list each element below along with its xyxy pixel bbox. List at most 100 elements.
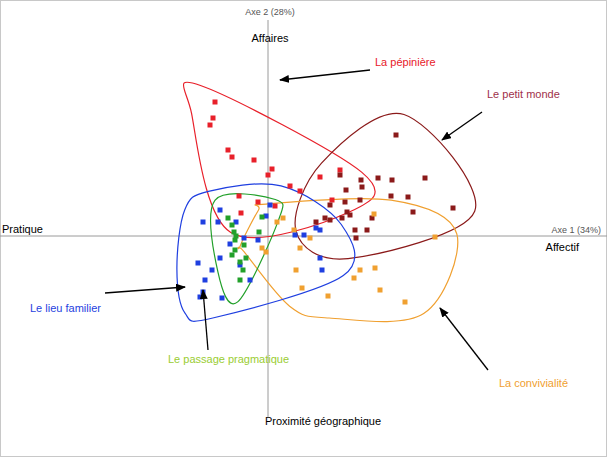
point	[390, 178, 395, 183]
point	[354, 236, 359, 241]
point	[318, 256, 323, 261]
point	[394, 133, 399, 138]
plot-frame	[1, 1, 607, 457]
pole-label: Proximité géographique	[265, 415, 381, 427]
point	[218, 208, 223, 213]
point	[230, 155, 235, 160]
point	[218, 256, 223, 261]
point	[211, 116, 216, 121]
point	[451, 206, 456, 211]
pole-label: Pratique	[2, 223, 43, 235]
point	[208, 123, 213, 128]
point	[242, 236, 247, 241]
label-arrow	[442, 112, 482, 140]
cluster-envelope	[183, 82, 375, 237]
point	[226, 148, 231, 153]
series-points	[208, 100, 343, 216]
point	[318, 175, 323, 180]
point	[300, 286, 305, 291]
point	[238, 278, 243, 283]
cluster-label: La pépinière	[375, 56, 436, 68]
pole-label: Affaires	[251, 32, 289, 44]
point	[230, 253, 235, 258]
pole-label: Affectif	[546, 241, 580, 253]
point	[372, 212, 377, 217]
point	[220, 296, 225, 301]
cluster-label: La convivialité	[499, 377, 568, 389]
series-points	[314, 133, 456, 241]
point	[228, 242, 233, 247]
point	[264, 250, 269, 255]
point	[298, 189, 303, 194]
point	[233, 248, 238, 253]
point	[343, 200, 348, 205]
point	[213, 100, 218, 105]
label-arrow	[105, 287, 185, 293]
point	[348, 213, 353, 218]
point	[256, 238, 261, 243]
point	[298, 246, 303, 251]
point	[293, 233, 298, 238]
point	[338, 168, 343, 173]
point	[406, 195, 411, 200]
point	[358, 268, 363, 273]
point	[323, 216, 328, 221]
point	[328, 218, 333, 223]
point	[308, 236, 313, 241]
point	[360, 185, 365, 190]
cluster-label: Le passage pragmatique	[168, 353, 289, 365]
axis-title-x: Axe 1 (34%)	[551, 225, 601, 235]
point	[288, 184, 293, 189]
point	[302, 233, 307, 238]
point	[266, 173, 271, 178]
cluster-envelope	[211, 194, 283, 304]
series-points	[226, 215, 265, 283]
point	[358, 198, 363, 203]
point	[230, 223, 235, 228]
point	[340, 216, 345, 221]
chart: Axe 2 (28%)Axe 1 (34%)AffairesProximité …	[0, 0, 607, 457]
point	[330, 198, 335, 203]
point	[320, 268, 325, 273]
series-points	[260, 212, 438, 305]
point	[201, 220, 206, 225]
point	[210, 268, 215, 273]
point	[281, 216, 286, 221]
point	[433, 235, 438, 240]
point	[196, 261, 201, 266]
point	[241, 268, 246, 273]
point	[328, 203, 333, 208]
point	[268, 203, 273, 208]
point	[423, 176, 428, 181]
point	[234, 234, 239, 239]
point	[365, 228, 370, 233]
point	[237, 194, 242, 199]
point	[198, 295, 203, 300]
cluster-label: Le lieu familier	[30, 302, 101, 314]
cluster-label: Le petit monde	[487, 88, 560, 100]
point	[378, 288, 383, 293]
point	[244, 256, 249, 261]
series-points	[196, 203, 325, 301]
point	[344, 188, 349, 193]
point	[359, 178, 364, 183]
point	[352, 276, 357, 281]
point	[373, 266, 378, 271]
point	[314, 220, 319, 225]
point	[389, 194, 394, 199]
point	[226, 216, 231, 221]
point	[239, 211, 244, 216]
point	[273, 204, 278, 209]
point	[326, 294, 331, 299]
point	[353, 228, 358, 233]
point	[403, 300, 408, 305]
label-arrow	[203, 290, 208, 350]
point	[203, 278, 208, 283]
point	[275, 220, 280, 225]
point	[338, 173, 343, 178]
label-arrow	[440, 308, 488, 370]
point	[292, 228, 297, 233]
point	[242, 243, 247, 248]
point	[294, 268, 299, 273]
point	[238, 260, 243, 265]
